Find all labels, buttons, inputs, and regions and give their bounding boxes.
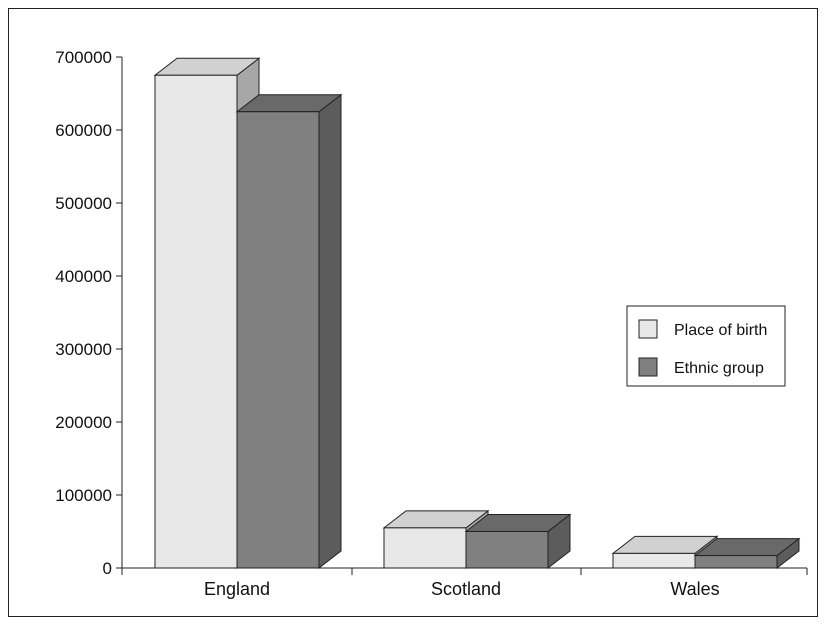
y-tick-label: 500000 xyxy=(55,194,112,213)
bar-front-face xyxy=(236,111,320,569)
y-tick-label: 0 xyxy=(103,559,112,578)
legend-label-ethnic-group: Ethnic group xyxy=(674,360,764,377)
bar-side-face xyxy=(318,93,342,570)
y-tick-label: 300000 xyxy=(55,340,112,359)
bar-wales-ethnic-group xyxy=(693,537,801,570)
labels-layer: 0 100000 200000 300000 400000 500000 600000 700… xyxy=(55,48,719,599)
bar-england-ethnic-group xyxy=(235,93,343,570)
bar-front-face xyxy=(694,555,778,569)
x-tick-label-wales: Wales xyxy=(670,579,719,599)
x-tick-label-england: England xyxy=(204,579,270,599)
x-tick-label-scotland: Scotland xyxy=(431,579,501,599)
bars-layer xyxy=(153,57,801,570)
y-tick-label: 200000 xyxy=(55,413,112,432)
legend-swatch-place-of-birth xyxy=(638,319,658,339)
y-tick-label: 400000 xyxy=(55,267,112,286)
legend: Place of birth Ethnic group xyxy=(626,305,786,387)
y-tick-label: 100000 xyxy=(55,486,112,505)
bar-front-face xyxy=(154,74,238,569)
bar-front-face xyxy=(612,552,696,569)
legend-swatch-ethnic-group xyxy=(638,357,658,377)
legend-label-place-of-birth: Place of birth xyxy=(674,322,767,339)
bar-england-place-of-birth xyxy=(153,57,261,570)
bar-scotland-ethnic-group xyxy=(464,513,572,570)
bar-front-face xyxy=(383,527,467,569)
y-tick-label: 700000 xyxy=(55,48,112,67)
bar-front-face xyxy=(465,531,549,569)
y-tick-label: 600000 xyxy=(55,121,112,140)
